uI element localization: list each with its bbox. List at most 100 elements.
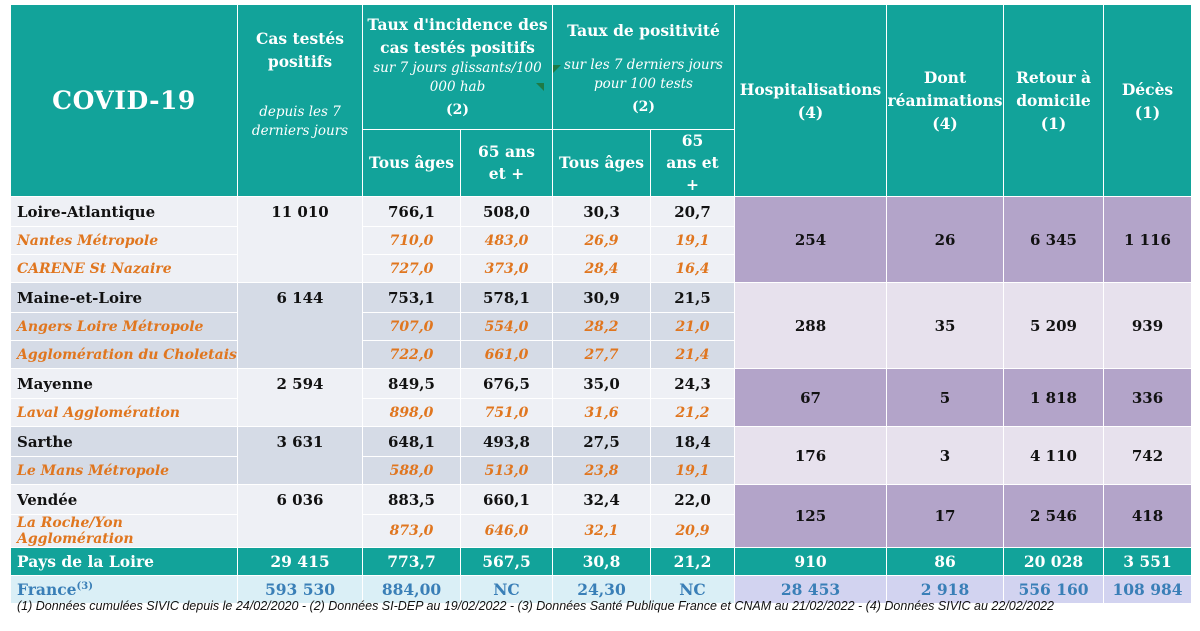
france-retour: 556 160	[1003, 575, 1104, 604]
sub-area-pos-all: 28,4	[552, 254, 651, 283]
department-pos-all: 35,0	[552, 368, 651, 399]
department-name: Loire-Atlantique	[10, 196, 238, 227]
region-total-row: Pays de la Loire 29 415 773,7 567,5 30,8 21,2…	[10, 547, 1192, 576]
department-pos-65: 22,0	[650, 484, 735, 515]
sub-area-row: Nantes Métropole 710,0 483,0 26,9 19,1	[10, 226, 1192, 255]
sub-area-pos-all: 31,6	[552, 398, 651, 427]
subheader-positivite-tous-ages: Tous âges	[552, 129, 651, 197]
sub-area-inc-all: 898,0	[362, 398, 461, 427]
department-inc-all: 883,5	[362, 484, 461, 515]
department-pos-65: 18,4	[650, 426, 735, 457]
department-row: Sarthe 3 631 648,1 493,8 27,5 18,4 176 3 4 110 74…	[10, 426, 1192, 485]
header-positivite-note: sur les 7 derniers jours pour 100 tests	[564, 57, 723, 92]
sub-area-pos-all: 26,9	[552, 226, 651, 255]
department-inc-65: 493,8	[460, 426, 553, 457]
sub-area-row: Laval Agglomération 898,0 751,0 31,6 21,2	[10, 398, 1192, 427]
sub-area-pos-65: 19,1	[650, 226, 735, 255]
region-deces: 3 551	[1103, 547, 1192, 576]
sub-area-name: La Roche/Yon Agglomération	[10, 514, 238, 548]
table-title-cell: COVID-19	[10, 4, 238, 197]
sub-area-inc-65: 483,0	[460, 226, 553, 255]
department-deces: 418	[1103, 484, 1192, 548]
department-deces: 1 116	[1103, 196, 1192, 283]
france-name-cell: France(3)	[10, 575, 238, 604]
header-incidence-label: Taux d'incidence des cas testés positifs	[367, 14, 548, 57]
department-name: Mayenne	[10, 368, 238, 399]
sub-area-inc-all: 727,0	[362, 254, 461, 283]
sub-area-inc-65: 751,0	[460, 398, 553, 427]
department-deces: 939	[1103, 282, 1192, 369]
header-retour: Retour à domicile (1)	[1003, 4, 1104, 197]
department-cas: 3 631	[237, 426, 363, 485]
header-retour-label: Retour à domicile	[1015, 68, 1092, 110]
sub-area-name: Laval Agglomération	[10, 398, 238, 427]
region-hosp: 910	[734, 547, 887, 576]
department-retour: 5 209	[1003, 282, 1104, 369]
department-pos-all: 30,3	[552, 196, 651, 227]
france-hosp: 28 453	[734, 575, 887, 604]
sub-area-pos-65: 16,4	[650, 254, 735, 283]
region-name: Pays de la Loire	[10, 547, 238, 576]
department-cas: 2 594	[237, 368, 363, 427]
sub-area-pos-all: 28,2	[552, 312, 651, 341]
region-pos-all: 30,8	[552, 547, 651, 576]
department-deces: 742	[1103, 426, 1192, 485]
region-pos-65: 21,2	[650, 547, 735, 576]
header-cas-testes: Cas testés positifs depuis les 7 dernier…	[237, 4, 363, 197]
sub-area-pos-all: 32,1	[552, 514, 651, 548]
sub-area-row: Le Mans Métropole 588,0 513,0 23,8 19,1	[10, 456, 1192, 485]
department-pos-65: 24,3	[650, 368, 735, 399]
department-pos-all: 30,9	[552, 282, 651, 313]
region-inc-all: 773,7	[362, 547, 461, 576]
department-hosp: 125	[734, 484, 887, 548]
header-cas-testes-note: depuis les 7 derniers jours	[251, 104, 349, 139]
department-hosp: 67	[734, 368, 887, 427]
department-rea: 35	[886, 282, 1004, 369]
department-row: Loire-Atlantique 11 010 766,1 508,0 30,3 20,7…	[10, 196, 1192, 283]
header-cas-testes-label: Cas testés positifs	[256, 29, 344, 71]
sub-area-name: Le Mans Métropole	[10, 456, 238, 485]
sub-area-pos-all: 27,7	[552, 340, 651, 369]
france-row: France(3) 593 530 884,00 NC 24,30 NC 28 453 2 9…	[10, 575, 1192, 604]
sub-area-inc-all: 588,0	[362, 456, 461, 485]
france-ref: (3)	[76, 580, 93, 592]
comment-marker	[536, 83, 544, 91]
sub-area-pos-65: 21,2	[650, 398, 735, 427]
department-inc-all: 753,1	[362, 282, 461, 313]
sub-area-inc-65: 661,0	[460, 340, 553, 369]
department-rea: 26	[886, 196, 1004, 283]
department-inc-65: 508,0	[460, 196, 553, 227]
comment-marker	[553, 65, 561, 73]
department-cas: 11 010	[237, 196, 363, 283]
header-retour-ref: (1)	[1040, 114, 1067, 133]
sub-area-name: Angers Loire Métropole	[10, 312, 238, 341]
france-cas: 593 530	[237, 575, 363, 604]
sub-area-pos-65: 21,0	[650, 312, 735, 341]
department-rea: 3	[886, 426, 1004, 485]
header-deces-ref: (1)	[1134, 102, 1161, 122]
sub-area-inc-all: 722,0	[362, 340, 461, 369]
sub-area-name: Agglomération du Choletais	[10, 340, 238, 369]
department-inc-65: 578,1	[460, 282, 553, 313]
france-inc-all: 884,00	[362, 575, 461, 604]
department-cas: 6 144	[237, 282, 363, 369]
subheader-incidence-tous-ages: Tous âges	[362, 129, 461, 197]
sub-area-inc-65: 646,0	[460, 514, 553, 548]
department-name: Vendée	[10, 484, 238, 515]
sub-area-inc-65: 513,0	[460, 456, 553, 485]
france-inc-65: NC	[460, 575, 553, 604]
sub-area-row: La Roche/Yon Agglomération 873,0 646,0 32,1…	[10, 514, 1192, 548]
sub-area-row: Agglomération du Choletais 722,0 661,0 27,7…	[10, 340, 1192, 369]
header-incidence-note: sur 7 jours glissants/100 000 hab	[373, 59, 542, 95]
sub-area-inc-all: 707,0	[362, 312, 461, 341]
department-row: Maine-et-Loire 6 144 753,1 578,1 30,9 21,5 288…	[10, 282, 1192, 369]
header-incidence: Taux d'incidence des cas testés positifs…	[362, 4, 553, 130]
department-inc-all: 849,5	[362, 368, 461, 399]
covid-table: COVID-19 Cas testés positifs depuis les …	[10, 4, 1192, 604]
region-retour: 20 028	[1003, 547, 1104, 576]
header-reanimations-ref: (4)	[932, 114, 958, 133]
france-name: France	[17, 580, 77, 599]
department-cas: 6 036	[237, 484, 363, 548]
header-deces: Décès (1)	[1103, 4, 1192, 197]
sub-area-name: CARENE St Nazaire	[10, 254, 238, 283]
